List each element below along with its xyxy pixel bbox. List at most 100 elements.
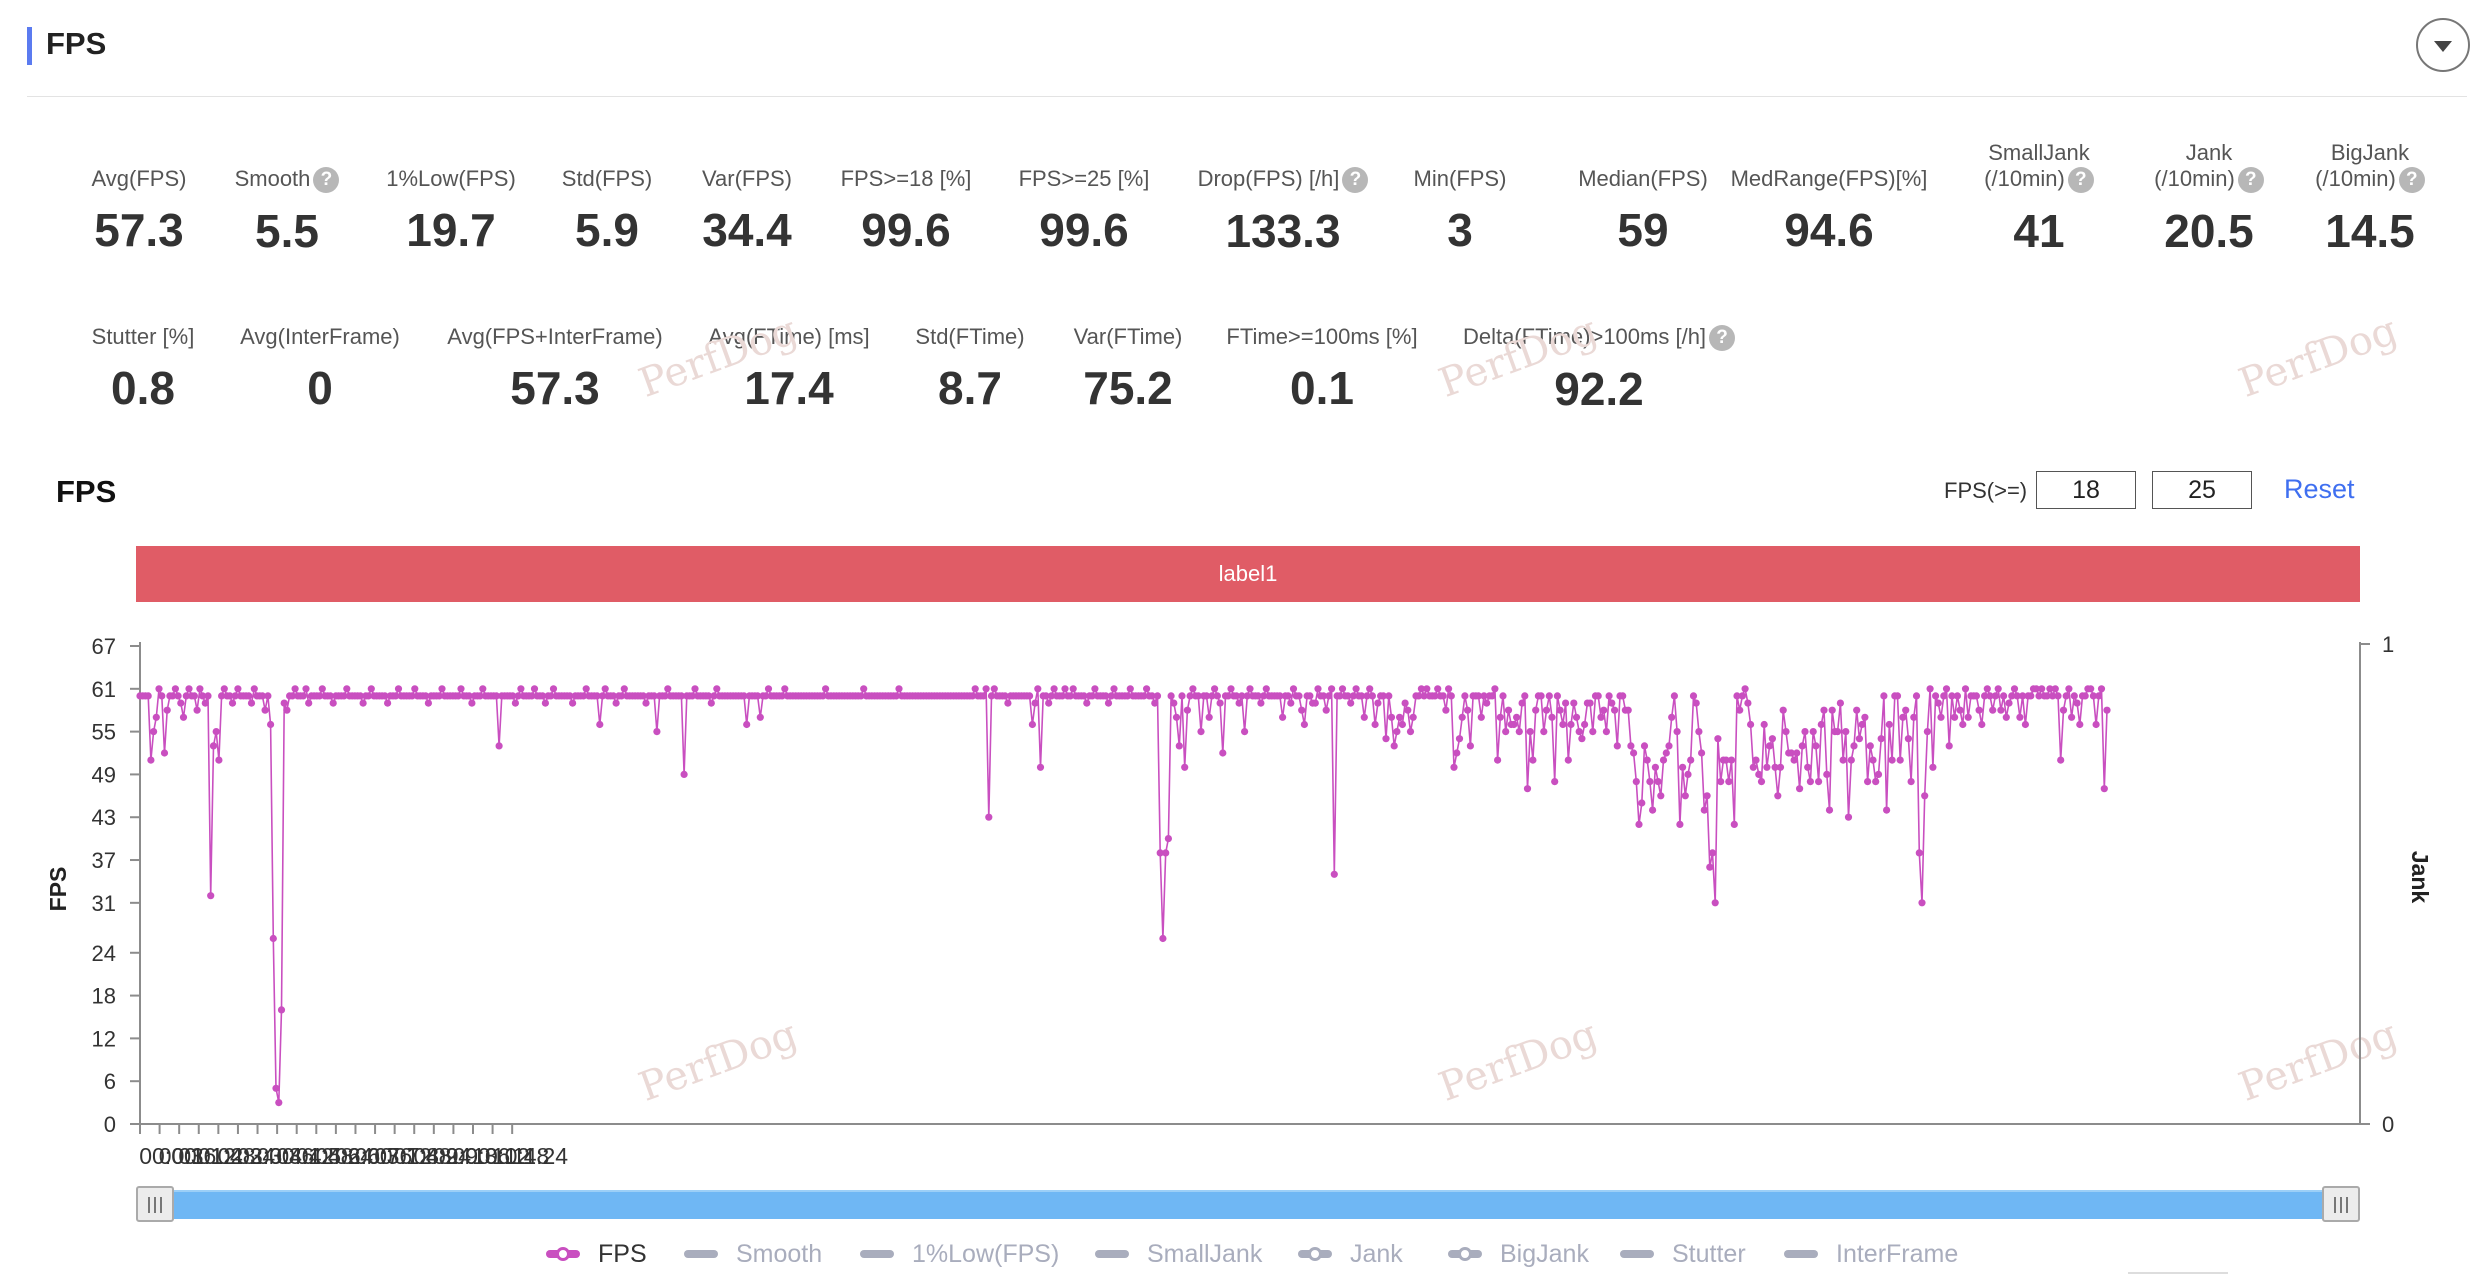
data-point	[1336, 692, 1344, 700]
data-point	[299, 692, 307, 700]
data-point	[267, 720, 275, 729]
data-point	[329, 699, 337, 707]
x-tick-label: 06:00	[335, 1143, 393, 1169]
x-tick-label: 09:36	[453, 1143, 511, 1169]
data-point	[2065, 685, 2073, 693]
data-point	[1602, 728, 1610, 736]
data-point	[1532, 706, 1540, 714]
y-tick-label: 0	[104, 1112, 116, 1137]
data-point	[1227, 685, 1235, 693]
help-icon[interactable]: ?	[1342, 167, 1369, 194]
data-point	[517, 685, 525, 693]
data-point	[1257, 699, 1265, 707]
metric-label: MedRange(FPS)[%]	[1730, 166, 1928, 191]
metric-label: Jank (/10min)?	[2039, 140, 2379, 194]
metric-value: 41	[2013, 205, 2065, 258]
data-point	[1366, 685, 1374, 693]
data-point	[1801, 728, 1809, 736]
label-band[interactable]: label1	[136, 546, 2360, 602]
fps-threshold-low-input[interactable]	[2036, 471, 2136, 509]
data-point	[1474, 692, 1483, 700]
data-point	[495, 742, 503, 750]
data-point	[196, 685, 204, 693]
help-icon[interactable]: ?	[2398, 167, 2425, 194]
data-point	[1515, 728, 1523, 736]
reset-link[interactable]: Reset	[2284, 474, 2355, 504]
data-point	[318, 685, 326, 693]
data-point	[1638, 799, 1646, 807]
watermark: PerfDog	[2233, 307, 2404, 407]
legend-label: Stutter	[1672, 1240, 1746, 1268]
x-tick-label: 02:24	[218, 1143, 276, 1169]
data-point	[1480, 692, 1488, 700]
data-point	[231, 692, 239, 700]
help-icon[interactable]: ?	[313, 167, 340, 194]
zoom-slider[interactable]	[136, 1186, 2360, 1222]
data-point	[650, 692, 658, 700]
fps-threshold-high-input[interactable]	[2152, 471, 2252, 509]
help-icon[interactable]: ?	[2237, 167, 2264, 194]
data-point	[1951, 713, 1959, 721]
data-point	[438, 685, 446, 693]
metric-metrics_row1-9: Median(FPS) 59	[1473, 166, 1813, 256]
data-point	[182, 692, 190, 700]
data-point	[1961, 685, 1970, 693]
data-point	[1684, 770, 1692, 778]
data-point	[990, 685, 998, 693]
data-point	[1817, 720, 1825, 729]
data-point	[179, 713, 188, 721]
data-point	[1820, 706, 1828, 714]
data-point	[1061, 685, 1069, 693]
help-icon[interactable]: ?	[1709, 325, 1736, 352]
data-point	[2002, 713, 2010, 721]
data-point	[620, 685, 628, 693]
y-axis-title: FPS	[45, 867, 71, 912]
data-point	[1711, 899, 1719, 907]
data-point	[1921, 792, 1929, 800]
data-point	[1338, 685, 1347, 693]
data-point	[1379, 692, 1387, 700]
data-point	[707, 699, 715, 707]
collapse-button[interactable]	[2416, 18, 2470, 72]
data-point	[680, 770, 688, 778]
legend-label: InterFrame	[1836, 1240, 1959, 1268]
y2-tick-label: 1	[2382, 632, 2394, 657]
metric-metrics_row1-10: MedRange(FPS)[%] 94.6	[1659, 166, 1999, 256]
zoom-range-fill[interactable]	[166, 1190, 2328, 1219]
data-point	[1385, 692, 1393, 700]
data-point	[1815, 778, 1823, 786]
header-accent-bar	[27, 27, 32, 65]
metric-metrics_row1-8: Min(FPS) 3	[1290, 166, 1630, 256]
metric-metrics_row1-3: Std(FPS) 5.9	[437, 166, 777, 256]
data-point	[514, 692, 522, 700]
data-point	[1183, 706, 1191, 714]
data-point	[1793, 749, 1801, 757]
data-point	[1034, 685, 1042, 693]
data-point	[1864, 778, 1872, 786]
data-point	[424, 699, 432, 707]
data-point	[468, 699, 476, 707]
data-point	[661, 692, 669, 700]
data-point	[1289, 685, 1298, 693]
data-point	[171, 685, 179, 693]
data-point	[1578, 735, 1586, 743]
zoom-left-handle[interactable]	[136, 1186, 174, 1222]
zoom-right-handle[interactable]	[2322, 1186, 2360, 1222]
data-point	[1747, 720, 1755, 729]
data-point	[1260, 692, 1268, 700]
help-icon[interactable]: ?	[2067, 167, 2094, 194]
metric-metrics_row1-13: BigJank (/10min)? 14.5	[2200, 140, 2486, 257]
data-point	[364, 692, 373, 700]
data-point	[272, 1084, 280, 1092]
data-point	[1213, 692, 1221, 700]
data-point	[228, 699, 237, 707]
data-point	[1232, 692, 1240, 700]
data-point	[1741, 685, 1749, 693]
metric-value: 57.3	[94, 204, 184, 256]
data-point	[245, 692, 253, 700]
data-point	[1904, 735, 1912, 743]
x-tick-label: 03:00	[237, 1143, 295, 1169]
data-point	[1172, 713, 1181, 721]
data-point	[1861, 713, 1869, 721]
legend-label: SmallJank	[1147, 1240, 1263, 1268]
